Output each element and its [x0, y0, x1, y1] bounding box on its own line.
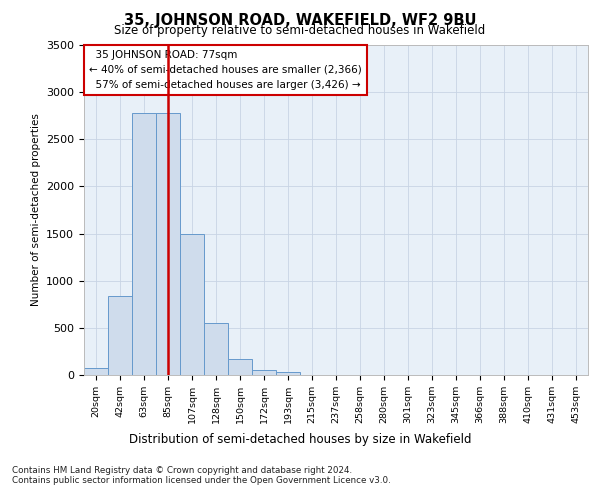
Bar [228, 358, 252, 375]
Bar [204, 323, 228, 375]
Text: 35 JOHNSON ROAD: 77sqm
← 40% of semi-detached houses are smaller (2,366)
  57% o: 35 JOHNSON ROAD: 77sqm ← 40% of semi-det… [89, 50, 362, 90]
Y-axis label: Number of semi-detached properties: Number of semi-detached properties [31, 114, 41, 306]
Bar [276, 372, 300, 375]
Bar [156, 113, 180, 375]
Text: Size of property relative to semi-detached houses in Wakefield: Size of property relative to semi-detach… [115, 24, 485, 37]
Text: Distribution of semi-detached houses by size in Wakefield: Distribution of semi-detached houses by … [129, 432, 471, 446]
Text: 35, JOHNSON ROAD, WAKEFIELD, WF2 9BU: 35, JOHNSON ROAD, WAKEFIELD, WF2 9BU [124, 12, 476, 28]
Bar [180, 234, 204, 375]
Bar [108, 296, 132, 375]
Bar [84, 368, 108, 375]
Bar [252, 370, 276, 375]
Text: Contains HM Land Registry data © Crown copyright and database right 2024.: Contains HM Land Registry data © Crown c… [12, 466, 352, 475]
Text: Contains public sector information licensed under the Open Government Licence v3: Contains public sector information licen… [12, 476, 391, 485]
Bar [132, 113, 156, 375]
